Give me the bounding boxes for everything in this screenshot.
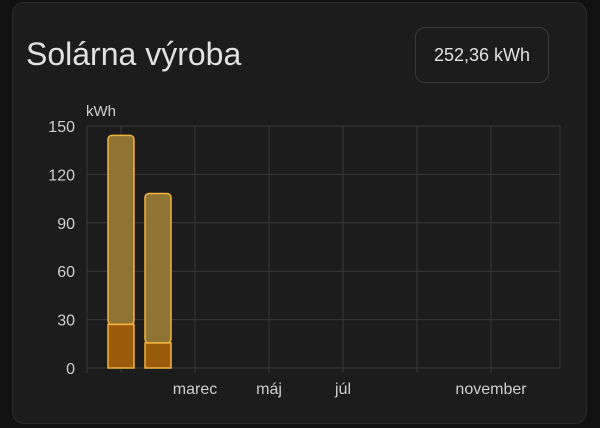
card-title: Solárna výroba [26,36,242,72]
x-tick-label: máj [256,381,282,398]
y-tick-label: 60 [57,264,75,281]
x-tick-label: marec [173,381,217,398]
y-tick-label: 150 [48,119,75,136]
x-tick-label: júl [334,381,351,398]
y-tick-label: 90 [57,216,75,233]
total-badge[interactable]: 252,36 kWh [415,27,549,83]
y-tick-label: 30 [57,313,75,330]
bar-upper-segment [107,134,135,326]
bar-lower-segment [107,323,135,369]
bar-lower-segment [144,342,172,369]
x-tick-label: november [455,381,527,398]
bar-upper-segment [144,192,172,344]
y-axis-unit-label: kWh [86,103,116,120]
y-tick-label: 120 [48,167,75,184]
y-tick-label: 0 [66,361,75,378]
